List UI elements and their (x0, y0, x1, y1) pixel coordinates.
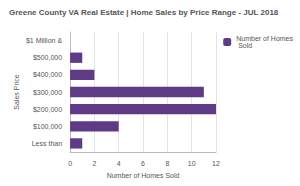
svg-text:$100,000: $100,000 (33, 123, 62, 130)
svg-text:$200,000: $200,000 (33, 106, 62, 113)
svg-text:8: 8 (165, 160, 169, 167)
svg-text:Number of Homes Sold: Number of Homes Sold (107, 172, 180, 179)
svg-text:$300,000: $300,000 (33, 89, 62, 96)
svg-text:Greene County VA Real Estate |: Greene County VA Real Estate | Home Sale… (9, 8, 279, 17)
svg-text:Sales Price: Sales Price (13, 74, 20, 110)
svg-text:$1 Million &: $1 Million & (26, 37, 63, 44)
svg-text:$500,000: $500,000 (33, 54, 62, 61)
svg-text:$400,000: $400,000 (33, 71, 62, 78)
svg-text:2: 2 (92, 160, 96, 167)
svg-text:6: 6 (141, 160, 145, 167)
svg-text:Less than: Less than (32, 140, 62, 147)
svg-text:10: 10 (188, 160, 196, 167)
svg-text:Number of Homes: Number of Homes (236, 35, 293, 42)
svg-text:4: 4 (117, 160, 121, 167)
svg-text:Sold: Sold (236, 42, 252, 49)
svg-text:12: 12 (212, 160, 220, 167)
svg-text:0: 0 (68, 160, 72, 167)
